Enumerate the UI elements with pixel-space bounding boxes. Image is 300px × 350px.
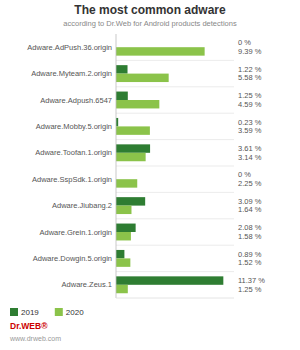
bar xyxy=(116,250,124,258)
data-label: 9.39 % xyxy=(238,47,262,56)
legend-swatch xyxy=(55,308,63,316)
legend-label: 2019 xyxy=(21,308,39,317)
bar xyxy=(116,197,145,205)
legend-swatch xyxy=(10,308,18,316)
bars xyxy=(116,47,223,293)
bar xyxy=(116,74,169,82)
bar xyxy=(116,47,205,55)
data-label: 1.58 % xyxy=(238,232,262,241)
category-label: Adware.Adpush.6547 xyxy=(40,96,112,105)
data-label: 1.25 % xyxy=(238,285,262,294)
title: The most common adware xyxy=(74,3,226,17)
chart: The most common adware according to Dr.We… xyxy=(0,0,300,350)
bar xyxy=(116,179,137,187)
bar xyxy=(116,206,131,214)
category-label: Adware.AdPush.36.origin xyxy=(27,43,112,52)
subtitle: according to Dr.Web for Android products… xyxy=(63,19,237,28)
data-label: 3.14 % xyxy=(238,153,262,162)
bar xyxy=(116,144,150,152)
separator xyxy=(116,86,234,87)
separator xyxy=(116,192,234,193)
data-label: 1.64 % xyxy=(238,205,262,214)
category-label: Adware.Jiubang.2 xyxy=(52,201,112,210)
separator xyxy=(116,271,234,272)
legend: 2019 2020 xyxy=(10,308,84,317)
category-label: Adware.Dowgin.5.origin xyxy=(33,254,112,263)
bar xyxy=(116,258,130,266)
y-axis xyxy=(116,34,117,298)
bar xyxy=(116,232,131,240)
category-label: Adware.Toofan.1.origin xyxy=(35,148,112,157)
bar xyxy=(116,65,128,73)
x-axis xyxy=(116,298,234,299)
category-label: Adware.Myteam.2.origin xyxy=(31,69,112,78)
legend-label: 2020 xyxy=(66,308,84,317)
separator xyxy=(116,218,234,219)
bar xyxy=(116,276,223,284)
bar xyxy=(116,285,128,293)
separator xyxy=(116,166,234,167)
category-label: Adware.Mobby.5.origin xyxy=(36,122,112,131)
bar xyxy=(116,126,150,134)
data-label: 5.58 % xyxy=(238,73,262,82)
data-label: 2.25 % xyxy=(238,179,262,188)
bar xyxy=(116,92,128,100)
annotation: Dr.WEB® xyxy=(10,321,48,331)
data-label: 1.52 % xyxy=(238,258,262,267)
separator xyxy=(116,245,234,246)
separator xyxy=(116,60,234,61)
bar xyxy=(116,100,159,108)
category-label: Adware.SspSdk.1.origin xyxy=(32,175,112,184)
separator xyxy=(116,113,234,114)
data-label: 3.59 % xyxy=(238,126,262,135)
data-label: 4.59 % xyxy=(238,100,262,109)
bar xyxy=(116,153,146,161)
annotation: www.drweb.com xyxy=(9,335,61,342)
category-label: Adware.Grein.1.origin xyxy=(39,228,112,237)
category-label: Adware.Zeus.1 xyxy=(62,280,112,289)
separator xyxy=(116,139,234,140)
bar xyxy=(116,224,136,232)
